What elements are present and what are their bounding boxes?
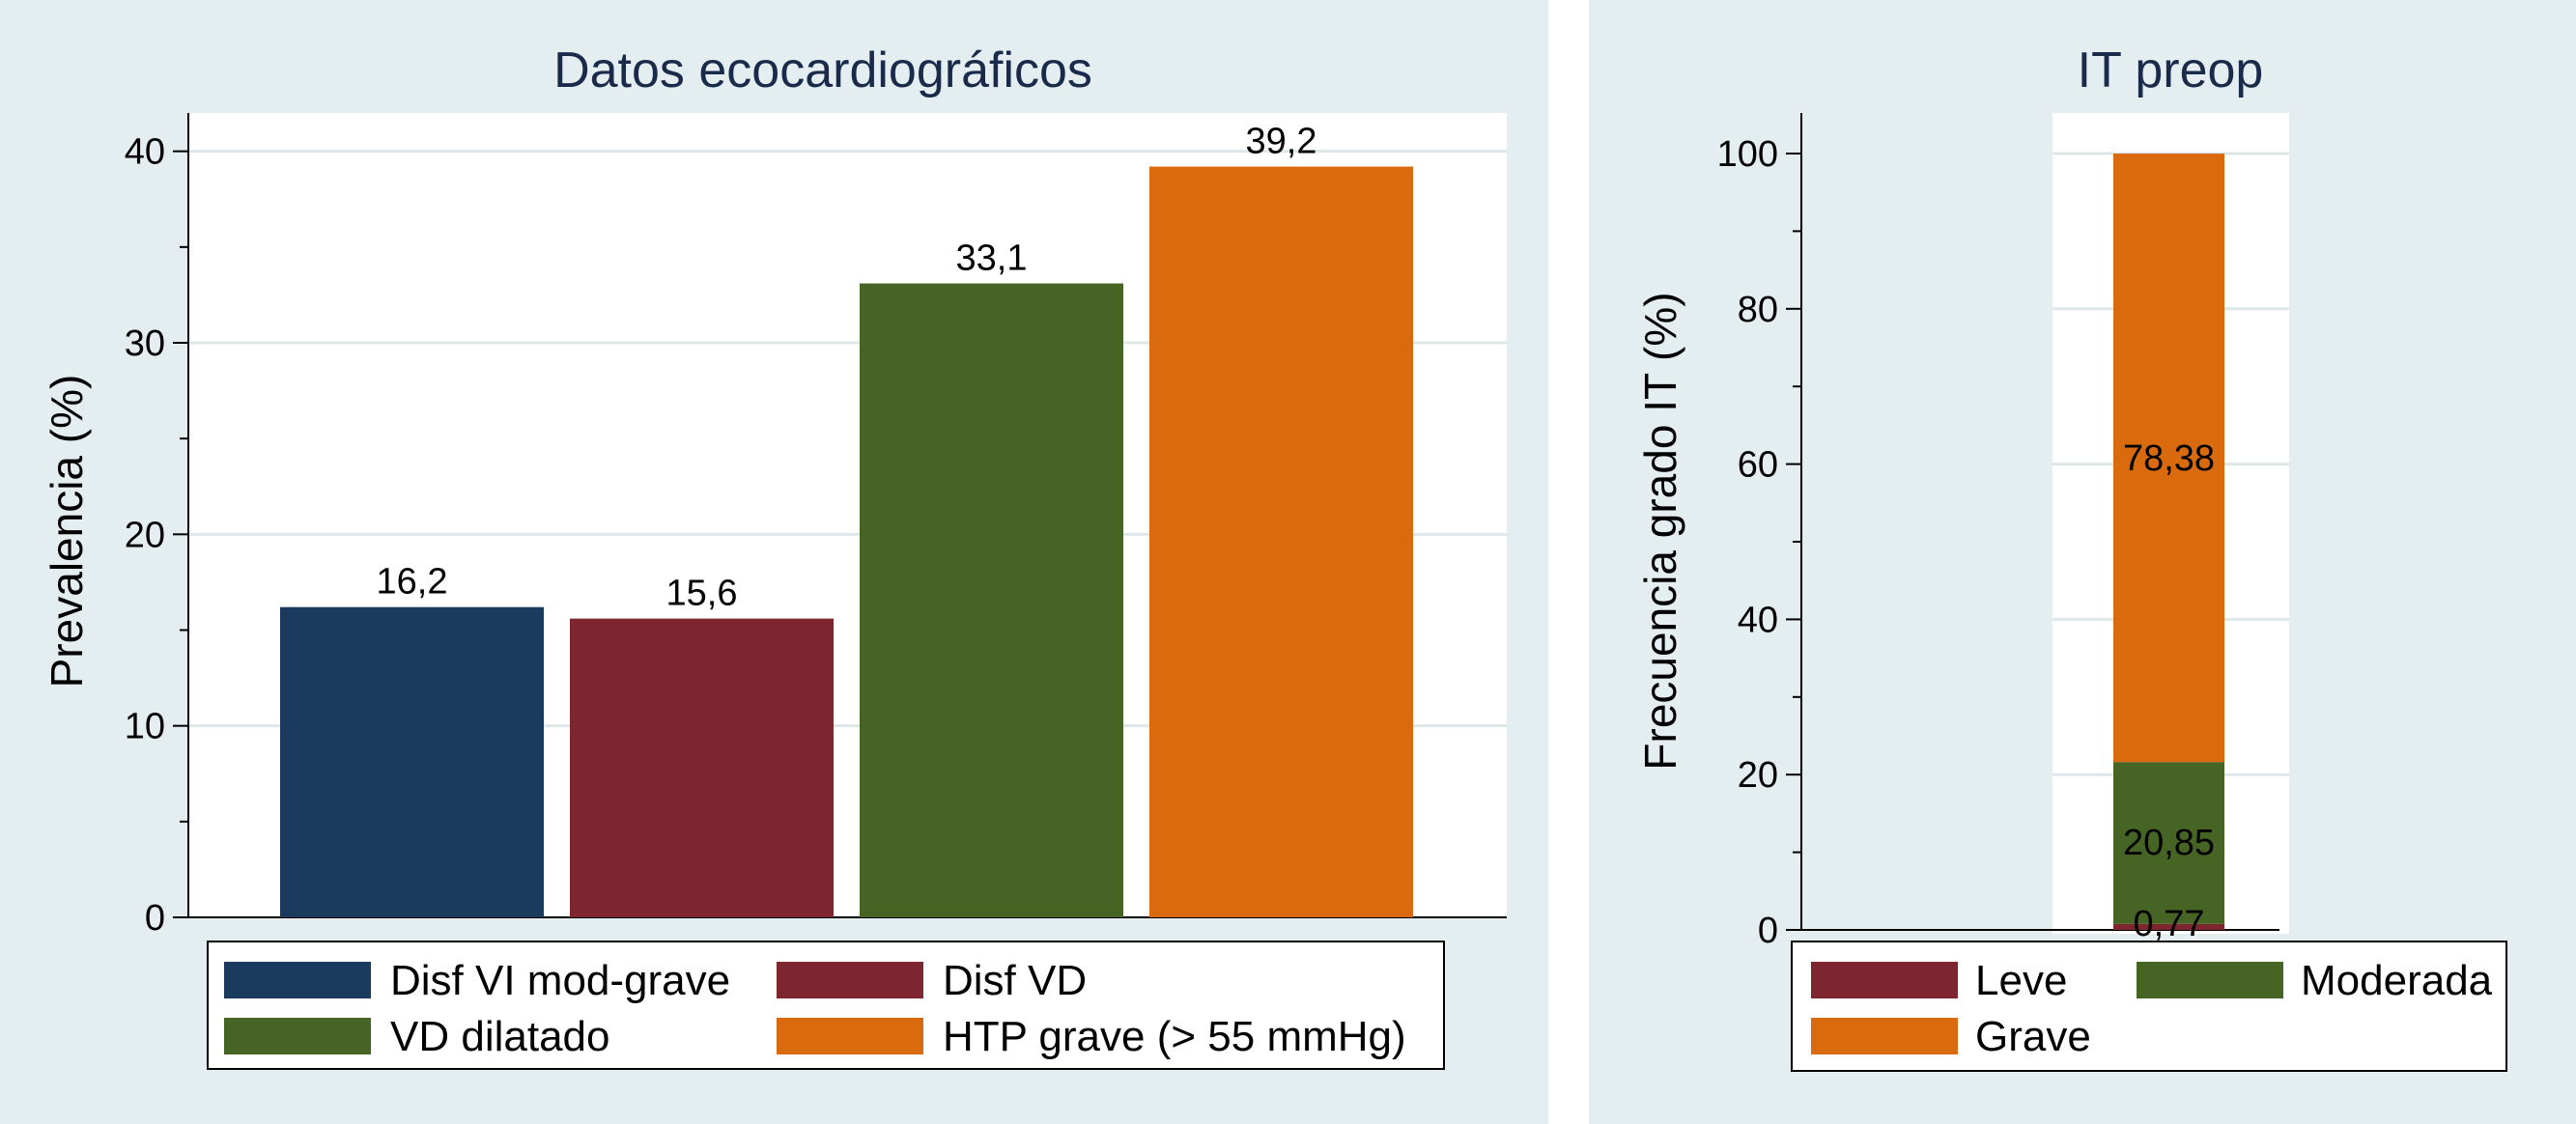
legend-swatch bbox=[777, 962, 923, 998]
chart-panel-it-preop: IT preop Frecuencia grado IT (%) 0 20 40 60… bbox=[1589, 0, 2576, 1124]
legend: Disf VI mod-grave Disf VD VD dilatado HTP g… bbox=[207, 941, 1445, 1070]
legend-label: Moderada bbox=[2301, 957, 2493, 1004]
legend-label: Disf VD bbox=[943, 957, 1087, 1004]
bar bbox=[280, 606, 544, 917]
stacked-bar bbox=[2113, 154, 2224, 930]
y-axis: 0 10 20 30 40 bbox=[125, 113, 1507, 939]
data-label: 16,2 bbox=[377, 562, 448, 603]
bar-chart-datos: Datos ecocardiográficos Prevalencia (%) … bbox=[42, 42, 1507, 1070]
data-label: 78,38 bbox=[2123, 438, 2215, 479]
bar-segment bbox=[2113, 154, 2224, 763]
stacked-bar-chart-it: IT preop Frecuencia grado IT (%) 0 20 40 60… bbox=[1635, 42, 2507, 1072]
data-labels: 16,2 15,6 33,1 39,2 bbox=[377, 122, 1317, 614]
bar bbox=[860, 283, 1123, 917]
data-label: 15,6 bbox=[666, 574, 738, 614]
legend-swatch bbox=[777, 1018, 923, 1054]
bar-segment bbox=[2113, 923, 2224, 930]
y-tick-label: 30 bbox=[125, 323, 165, 364]
y-tick-label: 20 bbox=[125, 515, 165, 555]
data-label: 39,2 bbox=[1246, 122, 1317, 162]
bar bbox=[1149, 166, 1413, 918]
legend-swatch bbox=[1811, 1018, 1958, 1054]
data-labels: 0,77 20,85 78,38 bbox=[2123, 438, 2215, 944]
chart-title: IT preop bbox=[2078, 42, 2264, 98]
y-tick-label: 0 bbox=[1758, 911, 1778, 951]
chart-title: Datos ecocardiográficos bbox=[553, 42, 1092, 98]
y-tick-label: 20 bbox=[1738, 755, 1778, 796]
y-tick-label: 60 bbox=[1738, 445, 1778, 486]
data-label: 33,1 bbox=[956, 239, 1028, 279]
y-axis-label: Prevalencia (%) bbox=[42, 375, 92, 688]
data-label: 20,85 bbox=[2123, 823, 2215, 863]
bar bbox=[570, 618, 834, 917]
data-label: 0,77 bbox=[2134, 904, 2205, 944]
chart-panel-datos: Datos ecocardiográficos Prevalencia (%) … bbox=[0, 0, 1548, 1124]
legend-swatch bbox=[224, 962, 371, 998]
y-tick-label: 40 bbox=[1738, 600, 1778, 640]
legend-label: Grave bbox=[1975, 1013, 2091, 1060]
legend-swatch bbox=[224, 1018, 371, 1054]
bar-segment bbox=[2113, 762, 2224, 924]
legend-label: HTP grave (> 55 mmHg) bbox=[943, 1013, 1406, 1060]
y-tick-label: 0 bbox=[145, 898, 165, 939]
legend-label: VD dilatado bbox=[390, 1013, 609, 1060]
legend-swatch bbox=[1811, 962, 1958, 998]
legend-label: Leve bbox=[1975, 957, 2067, 1004]
y-tick-label: 40 bbox=[125, 132, 165, 173]
y-tick-label: 100 bbox=[1717, 134, 1778, 175]
y-tick-label: 80 bbox=[1738, 290, 1778, 330]
legend-label: Disf VI mod-grave bbox=[390, 957, 730, 1004]
bars bbox=[280, 166, 1413, 918]
legend-swatch bbox=[2137, 962, 2283, 998]
y-tick-label: 10 bbox=[125, 707, 165, 747]
legend: Leve Moderada Grave bbox=[1791, 941, 2507, 1072]
y-axis-label: Frecuencia grado IT (%) bbox=[1635, 292, 1685, 770]
